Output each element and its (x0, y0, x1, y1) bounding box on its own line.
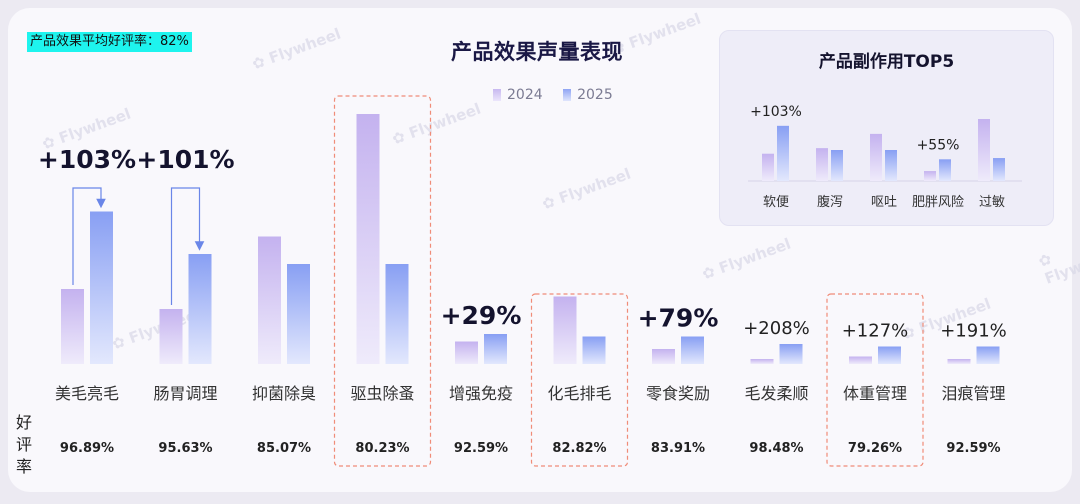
category-label: 抑菌除臭 (252, 384, 316, 403)
rating-value: 85.07% (257, 441, 311, 456)
bar-2025 (90, 211, 113, 364)
category-label: 化毛排毛 (547, 384, 611, 403)
bar-2024 (455, 341, 478, 364)
growth-arrow (72, 187, 106, 285)
rating-value: 92.59% (454, 441, 508, 456)
rating-value: 79.26% (848, 441, 902, 456)
category-label: 泪痕管理 (941, 384, 1005, 403)
growth-label: +127% (842, 321, 909, 342)
bar-2025 (582, 336, 606, 364)
bar-2024 (947, 359, 971, 364)
inset-bar-2025 (993, 158, 1005, 181)
legend-item-2025: 2025 (563, 87, 613, 103)
rating-value: 98.48% (749, 441, 803, 456)
inset-bar-2025 (885, 150, 897, 181)
rating-value: 80.23% (355, 441, 409, 456)
bar-2025 (681, 336, 704, 364)
inset-category-label: 腹泻 (817, 194, 843, 210)
bar-2025 (976, 346, 1000, 364)
category-label: 零食奖励 (646, 384, 710, 403)
inset-growth-label: +55% (917, 137, 960, 153)
bar-2024 (849, 356, 872, 364)
bar-2024 (750, 359, 774, 364)
inset-growth-label: +103% (750, 104, 802, 120)
growth-label: +103% (38, 145, 136, 174)
growth-label: +79% (638, 304, 719, 333)
bar-2025 (779, 344, 803, 364)
side-effects-bar-chart: 软便 +103% 腹泻 呕吐 肥胖风险 +55% 过敏 (748, 104, 1022, 210)
rating-value: 83.91% (651, 441, 705, 456)
legend-item-2024: 2024 (493, 87, 543, 103)
category-label: 美毛亮毛 (55, 384, 119, 403)
inset-category-label: 软便 (763, 195, 789, 210)
growth-label: +29% (441, 301, 522, 330)
bar-2025 (188, 254, 212, 364)
bar-2025 (385, 264, 409, 364)
side-effects-title: 产品副作用TOP5 (818, 52, 955, 72)
legend-label-2024: 2024 (507, 87, 543, 103)
growth-label: +191% (940, 321, 1007, 342)
rating-value: 96.89% (60, 441, 114, 456)
legend: 2024 2025 (493, 87, 629, 105)
rating-value: 92.59% (946, 441, 1000, 456)
highlight-box (826, 293, 924, 467)
inset-bar-2024 (924, 171, 936, 181)
growth-label: +101% (136, 145, 234, 174)
legend-swatch-2024 (493, 89, 501, 101)
category-label: 肠胃调理 (153, 384, 217, 403)
inset-bar-2024 (816, 148, 828, 181)
average-rating-badge: 产品效果平均好评率：82% (27, 32, 192, 52)
chart-title: 产品效果声量表现 (451, 40, 623, 64)
category-label: 体重管理 (843, 384, 907, 403)
highlight-box (333, 95, 432, 467)
category-label: 增强免疫 (449, 384, 513, 403)
bar-2024 (61, 289, 84, 364)
inset-bar-2025 (939, 159, 951, 181)
inset-bar-2024 (870, 133, 882, 181)
inset-bar-2025 (831, 150, 843, 181)
inset-bar-2024 (978, 119, 990, 181)
legend-label-2025: 2025 (577, 87, 613, 103)
inset-category-label: 肥胖风险 (912, 195, 964, 210)
inset-bar-2024 (762, 153, 774, 181)
inset-category-label: 呕吐 (871, 195, 897, 210)
category-label: 毛发柔顺 (744, 384, 808, 403)
bar-2025 (484, 334, 507, 364)
bar-2024 (553, 296, 577, 364)
growth-label: +208% (743, 318, 810, 339)
rating-axis-label: 好评率 (15, 413, 32, 476)
bar-2024 (356, 114, 380, 364)
bar-2024 (159, 309, 183, 364)
growth-arrow (170, 187, 205, 305)
side-effects-panel: 产品副作用TOP5 软便 +103% 腹泻 呕吐 肥胖风险 +55% 过敏 (719, 30, 1054, 226)
highlight-box (530, 293, 629, 467)
inset-category-label: 过敏 (979, 195, 1005, 210)
rating-value: 82.82% (552, 441, 606, 456)
bar-2025 (287, 264, 310, 364)
bar-2024 (258, 236, 281, 364)
inset-bar-2025 (777, 125, 789, 181)
bar-2025 (878, 346, 901, 364)
bar-2024 (652, 349, 675, 364)
category-label: 驱虫除蚤 (350, 384, 414, 403)
rating-value: 95.63% (158, 441, 212, 456)
legend-swatch-2025 (563, 89, 572, 101)
